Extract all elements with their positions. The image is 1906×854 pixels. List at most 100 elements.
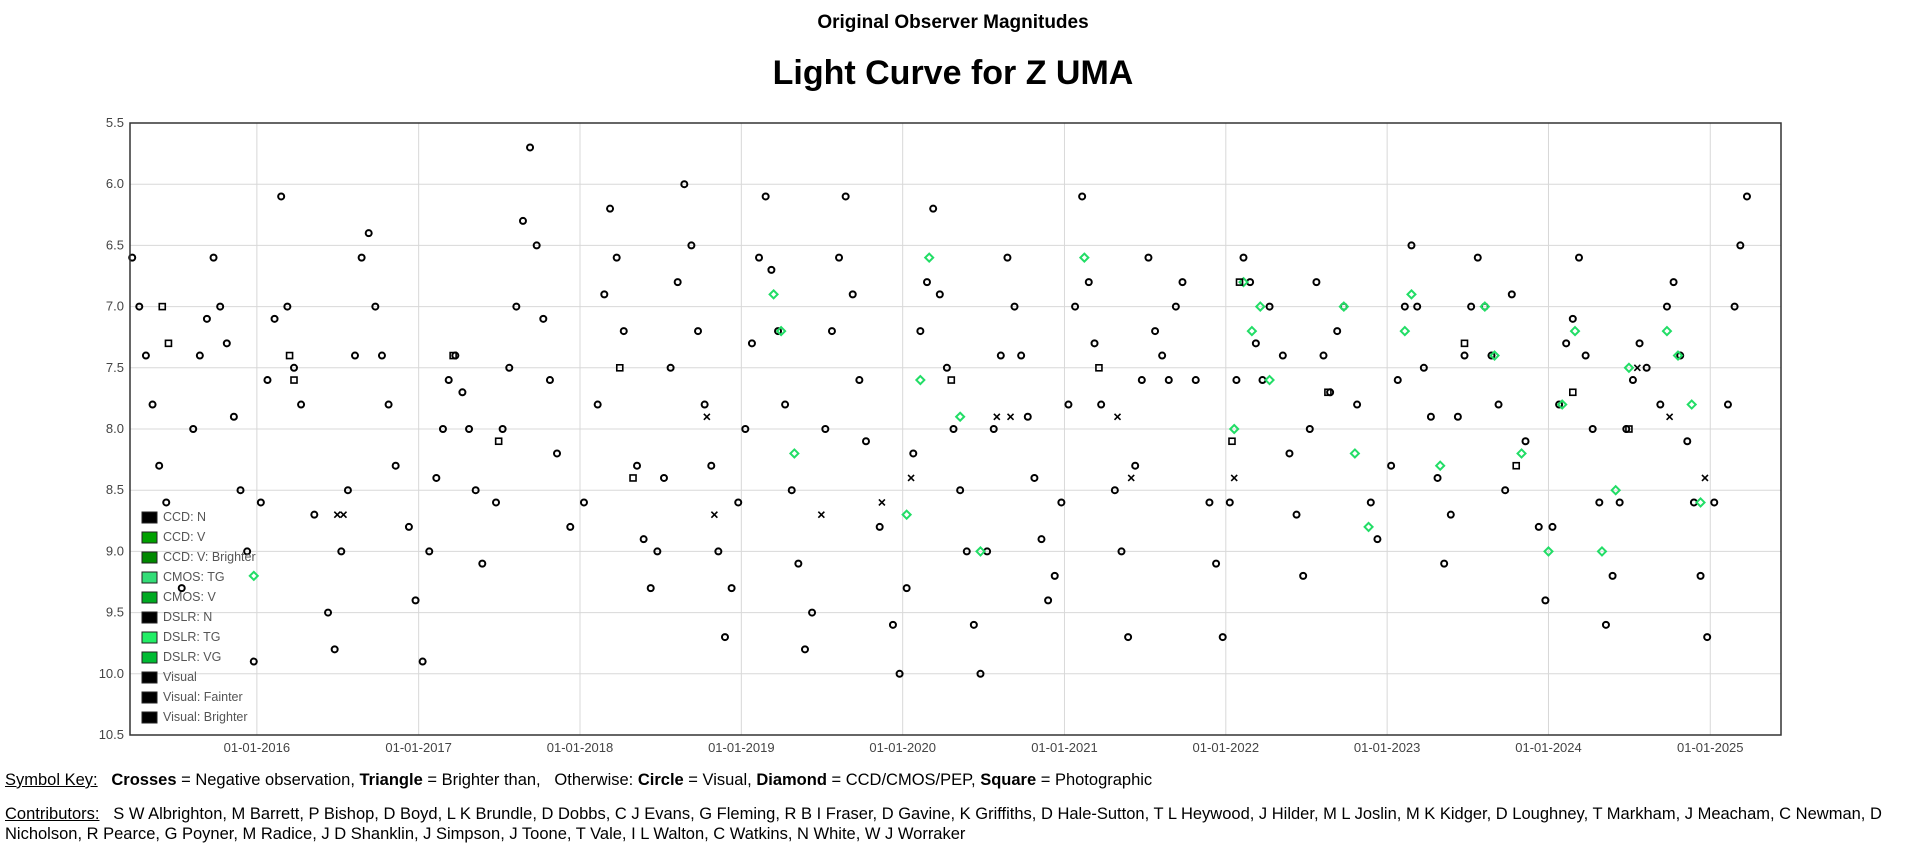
data-point-circle (1366, 498, 1375, 507)
data-point-diamond (914, 374, 926, 386)
data-point-circle (1446, 510, 1455, 519)
legend-label: CCD: V: Brighter (163, 550, 256, 564)
y-tick-label: 7.5 (106, 360, 124, 375)
data-point-cross (1127, 474, 1135, 482)
data-point-circle (956, 486, 965, 495)
data-point-circle (1413, 302, 1422, 311)
data-point-circle (1683, 437, 1692, 446)
data-point-circle (1110, 486, 1119, 495)
legend-swatch (141, 591, 158, 604)
data-point-circle (902, 584, 911, 593)
data-point-circle (1312, 278, 1321, 287)
data-point-circle (922, 278, 931, 287)
data-point-circle (1730, 302, 1739, 311)
data-point-circle (1225, 498, 1234, 507)
data-point-diamond (1695, 497, 1706, 508)
data-point-circle (1501, 486, 1510, 495)
data-point-circle (141, 351, 150, 360)
data-point-circle (1507, 290, 1516, 299)
data-point-diamond (1489, 350, 1500, 361)
data-point-circle (1548, 522, 1557, 531)
data-point-circle (694, 327, 703, 336)
data-point-circle (1541, 596, 1550, 605)
data-point-square (1228, 437, 1236, 446)
legend-label: DSLR: N (163, 610, 212, 624)
data-point-circle (1742, 192, 1751, 201)
y-tick-label: 7.0 (106, 299, 124, 314)
data-point-circle (432, 473, 441, 482)
data-point-circle (471, 486, 480, 495)
symbol-key-crosses-desc: = Negative observation, (176, 771, 360, 789)
data-point-circle (1171, 302, 1180, 311)
data-point-circle (1251, 339, 1260, 348)
data-point-circle (418, 657, 427, 666)
data-point-circle (425, 547, 434, 556)
data-point-circle (734, 498, 743, 507)
legend-swatch (141, 691, 158, 704)
data-point-circle (1097, 400, 1106, 409)
data-point-circle (1473, 253, 1482, 262)
data-point-cross (1006, 413, 1015, 421)
data-point-circle (539, 314, 548, 323)
data-point-circle (1137, 376, 1146, 385)
data-point-circle (498, 425, 507, 433)
data-point-square (1235, 278, 1244, 286)
data-point-circle (277, 192, 286, 201)
x-tick-label: 01-01-2019 (708, 740, 775, 755)
data-point-circle (1555, 400, 1564, 409)
data-point-circle (707, 461, 716, 470)
data-point-circle (1151, 327, 1160, 336)
data-point-circle (781, 400, 790, 409)
data-point-circle (236, 486, 245, 495)
data-point-circle (861, 437, 870, 446)
y-tick-label: 9.5 (106, 605, 124, 620)
data-point-circle (1393, 376, 1402, 385)
data-point-circle (835, 253, 844, 262)
data-point-circle (639, 535, 648, 544)
data-point-circle (774, 327, 783, 336)
data-point-circle (128, 253, 137, 262)
data-point-circle (1191, 376, 1200, 385)
data-point-circle (593, 400, 602, 409)
y-tick-label: 10.0 (99, 666, 124, 681)
data-point-circle (222, 339, 231, 348)
data-point-circle (465, 425, 474, 433)
y-tick-label: 5.5 (106, 115, 124, 130)
data-point-diamond (1238, 276, 1249, 288)
data-point-diamond (1556, 399, 1568, 410)
data-point-circle (330, 645, 339, 654)
data-point-diamond (1686, 399, 1698, 410)
contributors-names: S W Albrighton, M Barrett, P Bishop, D B… (5, 805, 1882, 843)
data-point-circle (1010, 302, 1019, 311)
data-point-circle (855, 376, 864, 385)
data-point-circle (646, 584, 655, 593)
data-point-diamond (1610, 484, 1622, 496)
data-point-circle (976, 669, 985, 678)
data-point-circle (155, 461, 164, 470)
data-point-circle (545, 376, 554, 385)
data-point-circle (1736, 241, 1745, 250)
data-point-diamond (768, 288, 780, 300)
data-point-square (1324, 388, 1332, 397)
legend-label: CCD: N (163, 510, 206, 524)
data-point-cross (333, 511, 341, 519)
data-point-circle (1292, 510, 1301, 519)
symbol-key-label: Symbol Key: (5, 771, 98, 789)
data-point-square (449, 351, 457, 360)
data-point-diamond (1078, 252, 1090, 264)
data-point-cross (1230, 474, 1238, 482)
data-point-circle (1131, 461, 1140, 470)
data-point-circle (1212, 559, 1221, 568)
data-point-square (164, 339, 173, 348)
legend-label: CCD: V (163, 530, 206, 544)
data-point-circle (1305, 425, 1314, 433)
x-tick-label: 01-01-2020 (869, 740, 936, 755)
data-point-circle (808, 608, 817, 617)
x-tick-label: 01-01-2022 (1193, 740, 1260, 755)
data-point-diamond (901, 509, 913, 521)
data-point-circle (270, 314, 279, 323)
data-point-circle (1017, 351, 1026, 360)
data-point-circle (1158, 351, 1167, 360)
data-point-circle (1218, 633, 1227, 642)
data-point-circle (1581, 351, 1590, 360)
